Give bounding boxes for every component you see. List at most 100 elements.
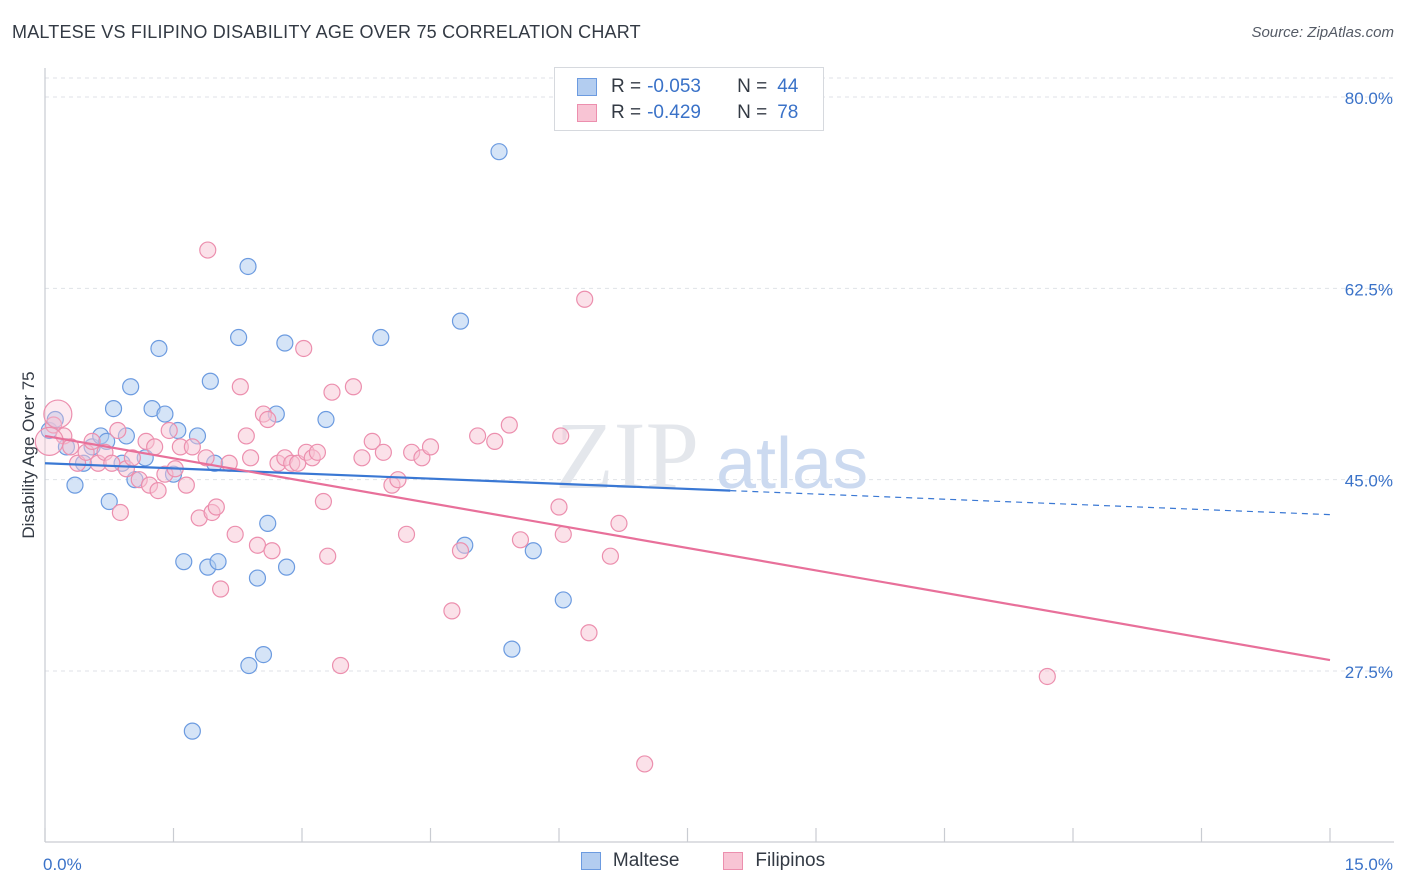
filipino-point xyxy=(500,416,518,434)
maltese-point xyxy=(277,558,296,576)
filipino-point xyxy=(109,421,127,440)
source-label: Source: ZipAtlas.com xyxy=(1251,24,1394,41)
filipino-point xyxy=(443,602,461,620)
filipinos-n-label: N = xyxy=(737,102,768,123)
filipino-point xyxy=(344,378,362,396)
filipino-point xyxy=(103,454,121,472)
y-tick-label-0: 27.5% xyxy=(1345,663,1393,682)
trend-lines xyxy=(44,434,1331,662)
maltese-point xyxy=(554,591,572,609)
filipino-point xyxy=(1038,667,1056,686)
chart-title: MALTESE VS FILIPINO DISABILITY AGE OVER … xyxy=(12,22,641,42)
filipino-point xyxy=(231,378,249,396)
maltese-swatch xyxy=(577,78,597,96)
maltese-point xyxy=(239,257,257,276)
filipino-point xyxy=(469,427,487,445)
filipinos-r-label: R = xyxy=(611,102,642,123)
filipino-point xyxy=(83,432,101,450)
filipino-point xyxy=(259,410,277,429)
legend-row-filipinos: R = -0.429 N = 78 xyxy=(577,100,798,126)
filipino-point xyxy=(263,542,281,560)
filipino-trend-line xyxy=(44,434,1331,662)
filipino-point xyxy=(308,443,327,461)
filipino-point xyxy=(242,449,260,467)
filipino-point xyxy=(331,656,350,675)
maltese-r-value: -0.053 xyxy=(647,76,701,97)
legend-item-filipinos[interactable]: Filipinos xyxy=(723,850,825,872)
watermark-zip: ZIP xyxy=(555,402,699,509)
filipino-point xyxy=(237,427,255,445)
legend-row-maltese: R = -0.053 N = 44 xyxy=(577,74,798,100)
maltese-point xyxy=(175,553,193,571)
filipino-point xyxy=(397,525,416,543)
filipino-point xyxy=(44,416,63,434)
maltese-point xyxy=(230,328,248,347)
maltese-trend-extension xyxy=(730,490,1331,516)
maltese-legend-swatch xyxy=(580,852,601,870)
maltese-point xyxy=(503,640,521,658)
maltese-point xyxy=(100,492,118,511)
filipino-point xyxy=(486,432,504,450)
filipino-point xyxy=(353,449,371,467)
maltese-n-label: N = xyxy=(737,76,768,97)
y-tick-label-2: 62.5% xyxy=(1345,280,1393,299)
filipinos-legend-swatch xyxy=(723,852,744,870)
filipino-point xyxy=(601,547,620,565)
filipino-points xyxy=(34,241,1056,773)
gridlines xyxy=(45,77,1394,672)
watermark-atlas: atlas xyxy=(716,424,868,504)
maltese-point xyxy=(451,312,470,330)
maltese-r-label: R = xyxy=(611,76,642,97)
maltese-point xyxy=(248,569,267,587)
filipino-point xyxy=(197,449,215,467)
filipino-point xyxy=(511,531,530,549)
maltese-point xyxy=(156,405,174,423)
maltese-point xyxy=(372,328,390,347)
filipinos-swatch xyxy=(577,104,597,122)
filipino-point xyxy=(610,514,628,533)
filipino-point xyxy=(636,755,654,773)
filipino-point xyxy=(552,427,570,445)
filipino-point xyxy=(451,542,470,560)
maltese-legend-label: Maltese xyxy=(612,850,680,871)
maltese-point xyxy=(524,542,542,560)
maltese-trend-line xyxy=(44,462,731,492)
filipino-point xyxy=(576,290,594,308)
filipino-point xyxy=(177,476,195,494)
legend-item-maltese[interactable]: Maltese xyxy=(580,850,680,872)
filipino-point xyxy=(207,498,225,516)
maltese-point xyxy=(209,553,227,571)
filipinos-legend-label: Filipinos xyxy=(755,850,826,871)
x-tick-label-0: 0.0% xyxy=(43,855,82,874)
filipino-point xyxy=(374,443,392,461)
y-axis-title: Disability Age Over 75 xyxy=(19,371,38,538)
filipino-point xyxy=(146,438,164,456)
filipino-point xyxy=(212,580,230,598)
filipino-point xyxy=(295,339,313,358)
y-tick-label-3: 80.0% xyxy=(1345,89,1393,108)
filipinos-r-value: -0.429 xyxy=(647,102,701,123)
filipino-point xyxy=(199,241,217,259)
filipino-point xyxy=(183,438,201,456)
filipino-point xyxy=(43,399,73,429)
filipino-point xyxy=(323,383,341,401)
maltese-point xyxy=(259,514,277,533)
maltese-point xyxy=(201,372,219,390)
filipino-point xyxy=(421,438,440,456)
maltese-point xyxy=(183,722,201,740)
maltese-point xyxy=(490,143,508,161)
filipinos-n-value: 78 xyxy=(777,102,799,123)
filipino-point xyxy=(149,482,167,500)
filipino-point xyxy=(160,421,178,440)
filipino-point xyxy=(363,432,381,450)
maltese-point xyxy=(104,400,123,418)
maltese-point xyxy=(276,334,294,352)
filipino-point xyxy=(319,547,337,565)
filipino-point xyxy=(248,536,267,554)
tick-labels: 27.5% 45.0% 62.5% 80.0% 0.0% 15.0% xyxy=(43,89,1393,874)
filipino-point xyxy=(111,503,129,522)
filipino-point xyxy=(550,498,568,516)
x-tick-label-1: 15.0% xyxy=(1345,855,1393,874)
filipino-point xyxy=(389,471,407,489)
